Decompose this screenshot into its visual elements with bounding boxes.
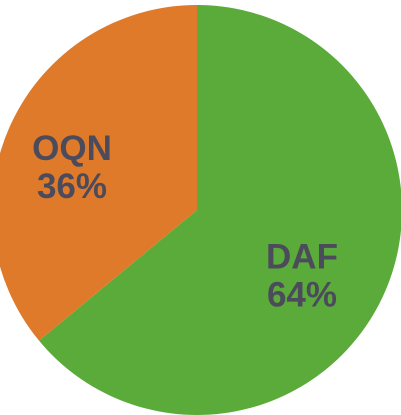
slice-value-label: 36% — [37, 167, 107, 206]
slice-value-label: 64% — [267, 275, 337, 314]
pie-slice — [39, 5, 401, 415]
pie-slice — [0, 5, 197, 341]
slice-category-label: DAF — [266, 237, 338, 276]
slice-category-label: OQN — [32, 129, 112, 168]
